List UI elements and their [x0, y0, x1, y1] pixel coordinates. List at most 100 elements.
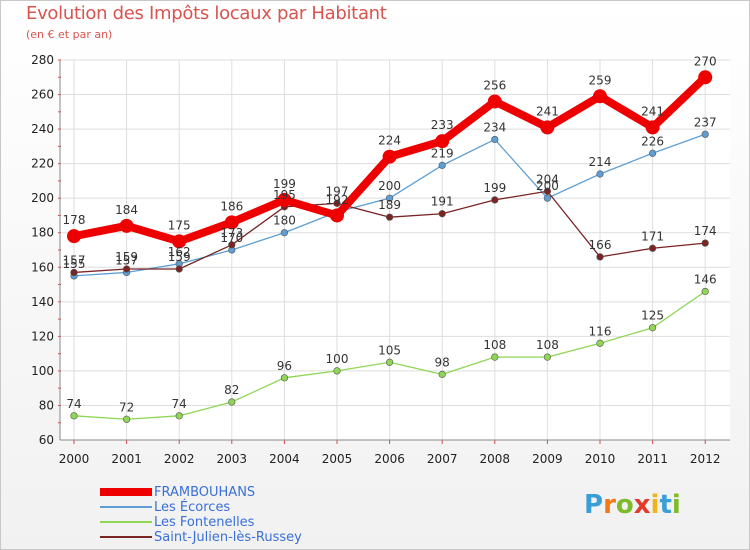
data-point-les-fontenelles — [228, 398, 236, 406]
data-label-les-fontenelles: 74 — [66, 397, 81, 411]
legend-swatch — [100, 521, 152, 523]
y-tick-label: 100 — [31, 364, 54, 378]
data-point-saint-julien-l-s-russey — [333, 199, 341, 207]
data-point-les-corces — [280, 229, 289, 237]
data-label-les-corces: 157 — [115, 253, 138, 267]
data-point-saint-julien-l-s-russey — [70, 268, 78, 277]
data-point-les-fontenelles — [333, 367, 341, 375]
y-tick-label: 160 — [31, 260, 54, 274]
y-tick-label: 80 — [39, 398, 54, 412]
logo-letter: i — [671, 490, 681, 520]
data-point-les-fontenelles — [701, 287, 709, 296]
data-point-les-fontenelles — [648, 324, 657, 332]
data-point-frambouhans — [67, 229, 81, 244]
data-label-saint-julien-l-s-russey: 166 — [589, 238, 612, 252]
data-label-les-fontenelles: 108 — [483, 338, 506, 352]
x-tick-label: 2000 — [59, 452, 90, 466]
data-point-les-fontenelles — [175, 412, 183, 420]
data-label-les-corces: 214 — [589, 155, 612, 169]
data-label-frambouhans: 178 — [63, 213, 86, 227]
chart-title: Evolution des Impôts locaux par Habitant — [26, 3, 387, 24]
logo-letter: x — [633, 490, 651, 520]
data-label-saint-julien-l-s-russey: 157 — [63, 253, 86, 267]
data-point-les-corces — [386, 194, 394, 202]
data-point-les-fontenelles — [596, 339, 604, 347]
legend-swatch — [100, 506, 152, 508]
y-tick-label: 60 — [39, 433, 54, 447]
x-tick-label: 2011 — [637, 452, 668, 466]
data-point-saint-julien-l-s-russey — [175, 265, 183, 273]
y-tick-label: 140 — [31, 295, 54, 309]
data-label-les-corces: 155 — [63, 257, 86, 271]
data-point-les-corces — [543, 194, 552, 202]
data-label-frambouhans: 256 — [483, 78, 506, 92]
legend-label: Les Écorces — [154, 500, 231, 515]
legend-label: Saint-Julien-lès-Russey — [154, 530, 302, 545]
data-point-les-fontenelles — [386, 358, 394, 366]
x-tick-label: 2008 — [480, 452, 511, 466]
line-chart: 60 80 100 120 140 160 180 200 220 240 260 280 2000 20… — [31, 53, 730, 466]
data-point-frambouhans — [435, 134, 450, 149]
data-label-saint-julien-l-s-russey: 159 — [115, 250, 138, 264]
y-tick-label: 120 — [31, 329, 54, 343]
data-point-saint-julien-l-s-russey — [122, 265, 131, 273]
data-point-les-fontenelles — [438, 370, 446, 378]
x-tick-label: 2010 — [585, 452, 616, 466]
data-label-frambouhans: 241 — [641, 104, 664, 118]
data-point-saint-julien-l-s-russey — [648, 244, 657, 252]
data-label-les-fontenelles: 98 — [435, 355, 450, 369]
data-label-saint-julien-l-s-russey: 174 — [694, 224, 717, 238]
data-label-frambouhans: 186 — [220, 199, 243, 213]
x-tick-label: 2009 — [532, 452, 563, 466]
data-point-frambouhans — [330, 208, 344, 223]
data-point-frambouhans — [119, 218, 134, 233]
data-label-saint-julien-l-s-russey: 199 — [483, 181, 506, 195]
x-tick-label: 2004 — [269, 452, 300, 466]
data-label-frambouhans: 184 — [115, 203, 138, 217]
data-point-saint-julien-l-s-russey — [228, 241, 236, 249]
data-label-frambouhans: 199 — [273, 177, 296, 191]
data-point-les-fontenelles — [491, 353, 499, 361]
logo-letter: r — [603, 490, 616, 520]
data-label-les-corces: 200 — [536, 179, 559, 193]
data-label-les-fontenelles: 72 — [119, 400, 134, 414]
chart-subtitle: (en € et par an) — [26, 28, 113, 41]
data-label-les-corces: 234 — [483, 120, 506, 134]
logo-letter: o — [615, 490, 634, 520]
data-point-les-corces — [596, 170, 604, 178]
data-label-les-fontenelles: 116 — [589, 324, 612, 338]
data-point-saint-julien-l-s-russey — [491, 196, 499, 204]
data-point-frambouhans — [382, 149, 397, 164]
data-label-frambouhans: 241 — [536, 104, 559, 118]
x-tick-label: 2012 — [690, 452, 721, 466]
data-point-les-fontenelles — [122, 415, 131, 423]
data-point-frambouhans — [277, 192, 292, 207]
data-label-saint-julien-l-s-russey: 195 — [273, 188, 296, 202]
data-label-les-corces: 226 — [641, 134, 664, 148]
data-label-les-fontenelles: 74 — [172, 397, 187, 411]
data-label-saint-julien-l-s-russey: 171 — [641, 229, 664, 243]
data-point-frambouhans — [645, 120, 660, 135]
data-point-les-corces — [438, 161, 446, 169]
data-label-frambouhans: 233 — [431, 118, 454, 132]
plot-area — [60, 60, 730, 440]
x-tick-label: 2005 — [322, 452, 353, 466]
legend-label: Les Fontenelles — [154, 515, 255, 530]
x-tick-label: 2003 — [217, 452, 248, 466]
legend-label: FRAMBOUHANS — [154, 485, 256, 500]
data-point-saint-julien-l-s-russey — [701, 239, 709, 247]
data-point-les-fontenelles — [280, 374, 289, 382]
y-tick-label: 180 — [31, 226, 54, 240]
data-label-saint-julien-l-s-russey: 191 — [431, 195, 454, 209]
y-tick-label: 240 — [31, 122, 54, 136]
data-label-frambouhans: 175 — [168, 218, 191, 232]
data-point-saint-julien-l-s-russey — [386, 213, 394, 221]
legend-swatch — [100, 536, 152, 538]
data-point-les-corces — [491, 135, 499, 144]
x-tick-label: 2002 — [164, 452, 195, 466]
data-label-les-fontenelles: 100 — [326, 352, 349, 366]
data-label-les-fontenelles: 96 — [277, 359, 292, 373]
data-label-les-corces: 237 — [694, 115, 717, 129]
data-point-les-corces — [701, 130, 709, 138]
data-point-saint-julien-l-s-russey — [438, 210, 446, 218]
